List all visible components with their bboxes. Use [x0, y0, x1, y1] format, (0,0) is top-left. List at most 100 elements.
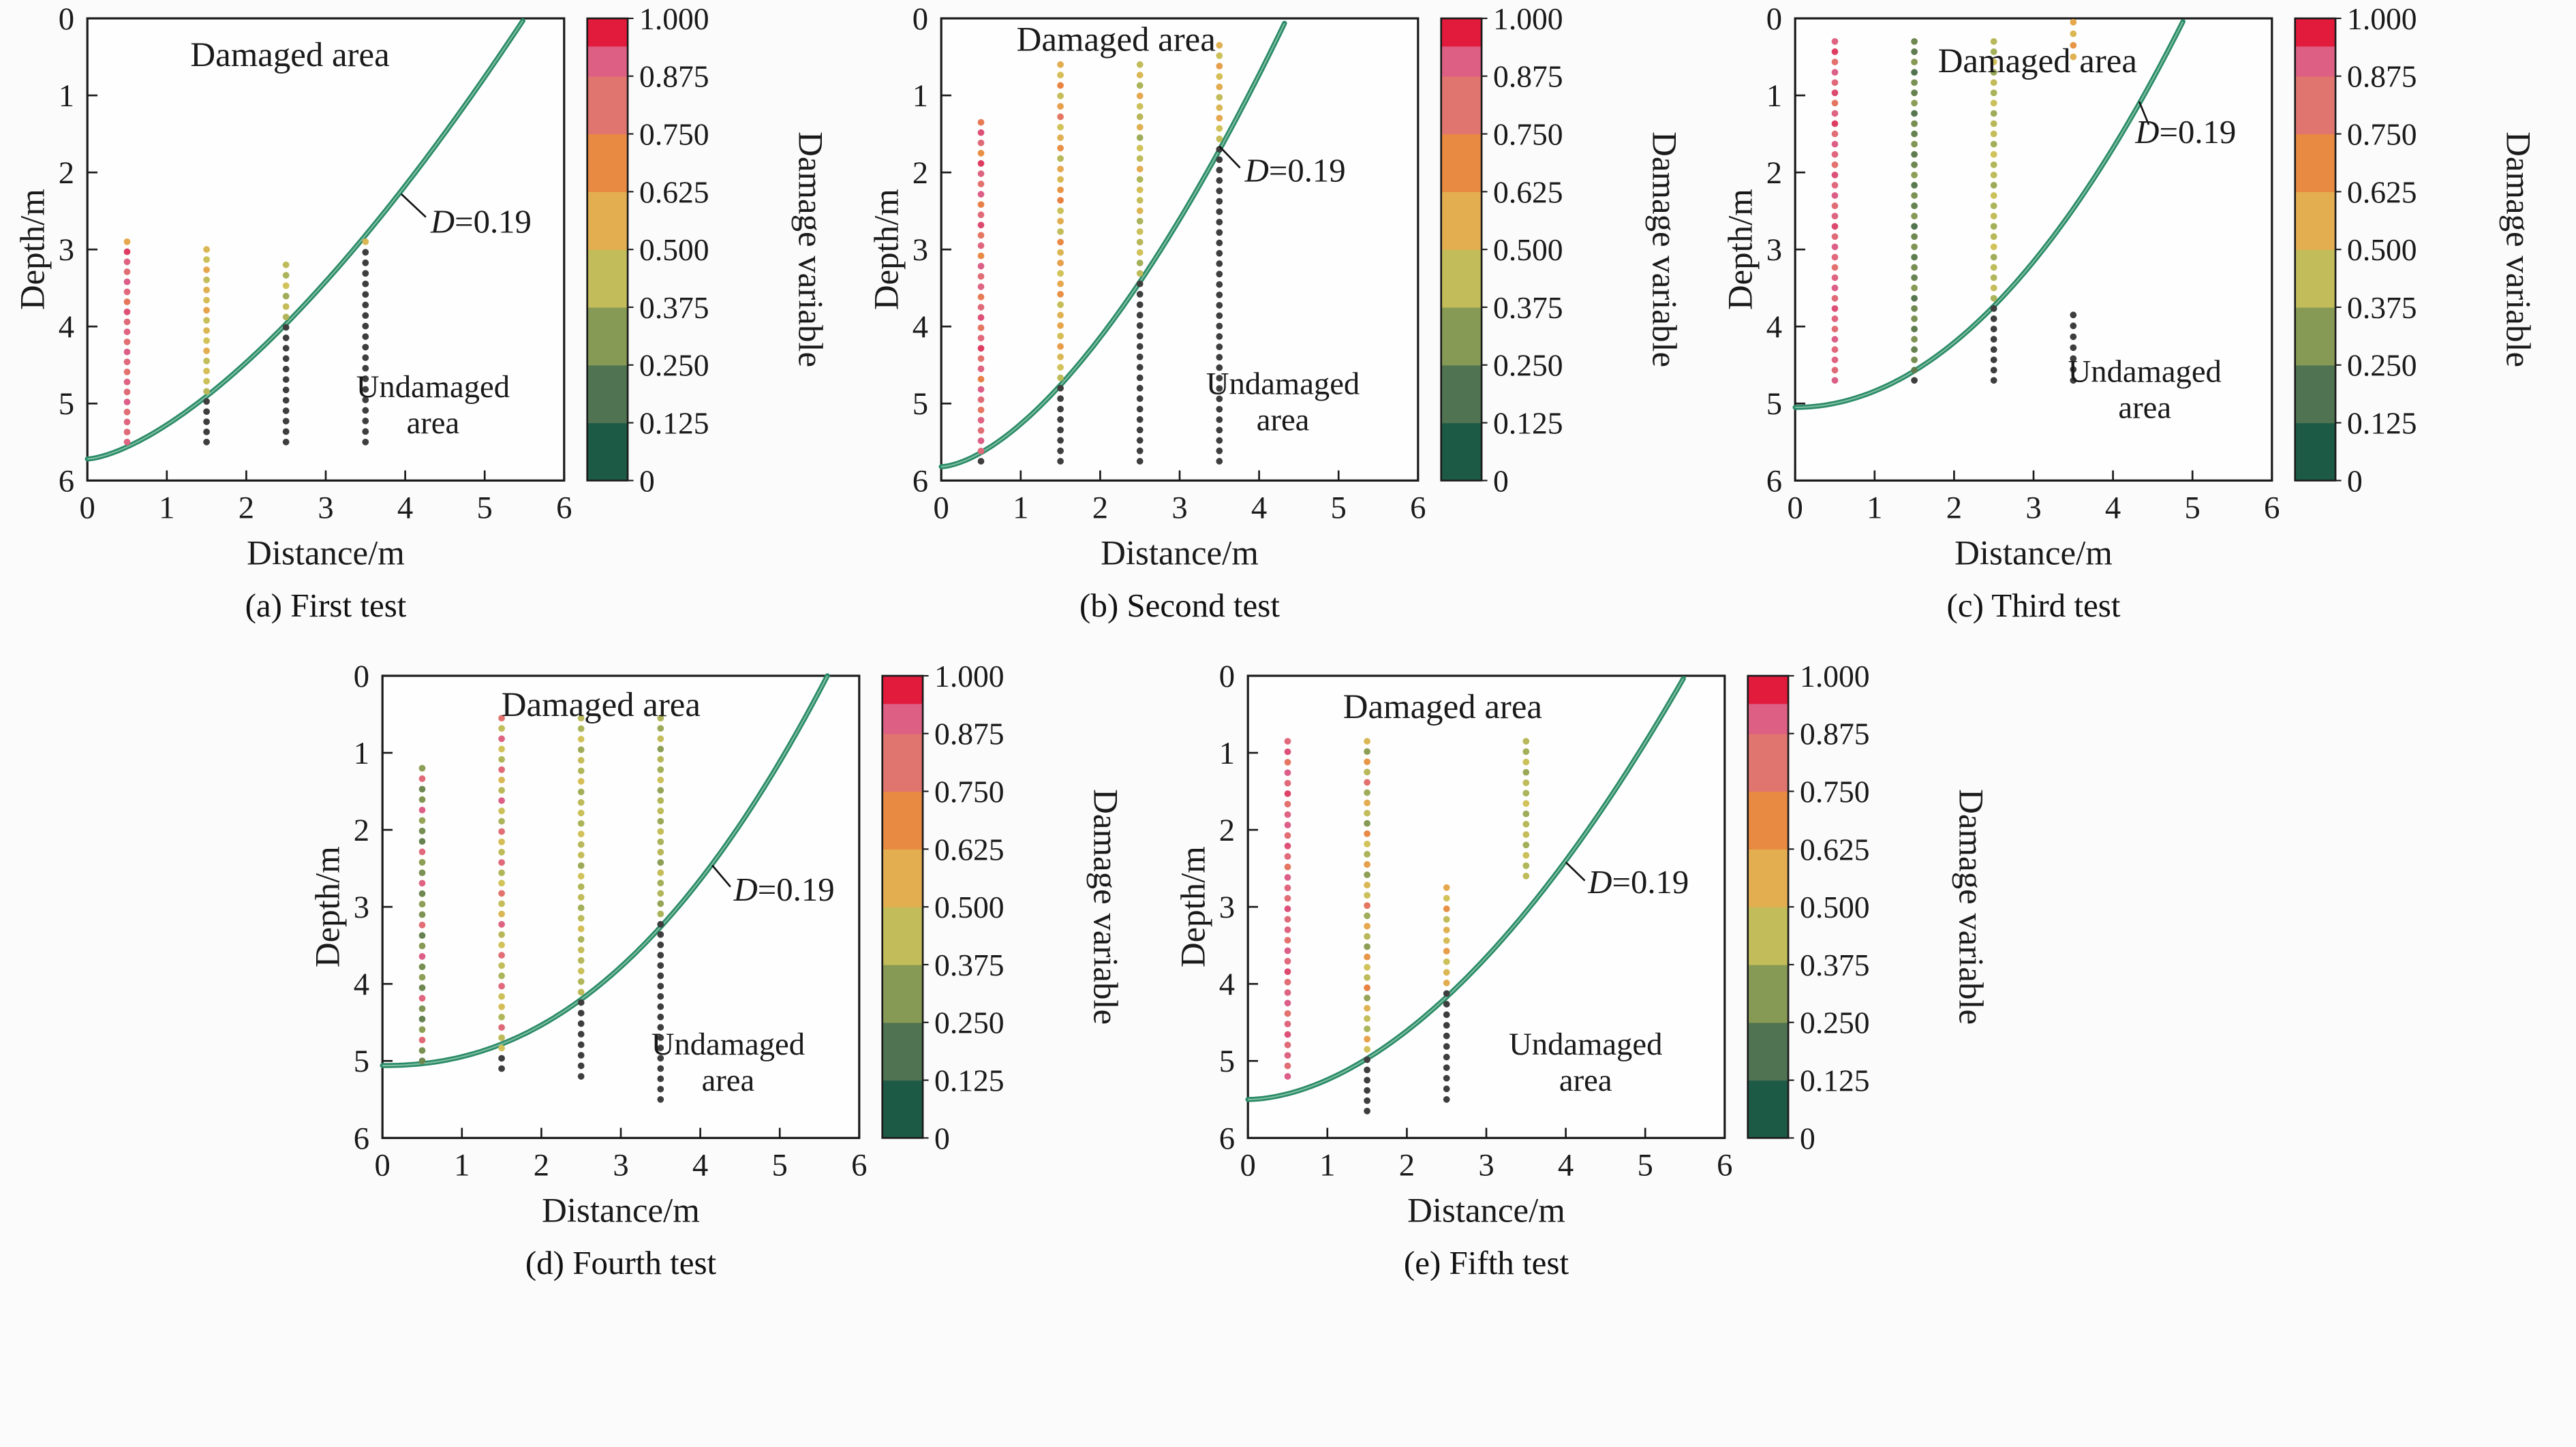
charts-row-top: 0 1 2 3 4 5 6 0 1 2 3 4 5 6 Distance/m Depth/m Damaged a… — [0, 0, 2576, 625]
y-tick-label: 2 — [1219, 813, 1235, 848]
data-points-column — [282, 261, 290, 446]
x-tick-label: 0 — [375, 1147, 390, 1183]
colorbar-tick-label: 0.625 — [934, 832, 1005, 867]
x-tick-label: 0 — [1240, 1147, 1256, 1183]
x-tick-label: 2 — [1946, 490, 1962, 525]
colorbar-tick-label: 0.250 — [934, 1006, 1005, 1040]
data-points-column — [2070, 311, 2077, 384]
y-tick-label: 6 — [59, 463, 74, 499]
x-tick-label: 1 — [454, 1147, 470, 1183]
data-points-column — [1831, 38, 1839, 384]
chart-fourth-test: 0 1 2 3 4 5 6 0 1 2 3 4 5 6 Distance/m Depth/m Damaged a… — [310, 664, 1148, 1282]
x-tick-label: 2 — [1399, 1147, 1415, 1183]
d-label-leader-line — [1565, 861, 1586, 882]
x-tick-label: 3 — [2025, 490, 2041, 525]
colorbar-tick-label: 1.000 — [934, 664, 1005, 694]
undamaged-area-label: Undamaged area — [2068, 354, 2222, 426]
d-label-leader-line — [1218, 145, 1241, 169]
colorbar-tick-label: 0.125 — [639, 405, 709, 440]
x-axis-ticks: 0 1 2 3 4 5 6 — [80, 470, 572, 525]
colorbar-tick-label: 0.125 — [1800, 1063, 1870, 1098]
chart-caption: (e) Fifth test — [1403, 1244, 1569, 1281]
d-value-label: D=0.19 — [430, 203, 532, 240]
y-tick-label: 2 — [913, 155, 928, 191]
colorbar-title: Damage variable — [1644, 131, 1683, 367]
y-tick-label: 3 — [913, 232, 928, 268]
x-tick-label: 3 — [1478, 1147, 1494, 1183]
x-tick-label: 2 — [1092, 490, 1108, 525]
chart-caption: (b) Second test — [1079, 587, 1280, 624]
x-tick-label: 0 — [934, 490, 949, 525]
x-tick-label: 4 — [692, 1147, 708, 1183]
x-tick-label: 6 — [1410, 490, 1426, 525]
damage-contour-curve-highlight — [1795, 21, 2184, 409]
colorbar-tick-label: 0.750 — [2347, 116, 2417, 151]
damage-contour-curve-highlight — [941, 22, 1285, 468]
charts-row-bottom: 0 1 2 3 4 5 6 0 1 2 3 4 5 6 Distance/m Depth/m Damaged a… — [0, 664, 2450, 1282]
colorbar-tick-label: 0 — [2347, 463, 2363, 498]
chart-caption: (d) Fourth test — [525, 1244, 717, 1281]
y-axis-ticks: 0 1 2 3 4 5 6 — [913, 7, 952, 499]
x-tick-label: 5 — [1638, 1147, 1653, 1183]
y-tick-label: 6 — [913, 463, 928, 499]
colorbar-tick-label: 1.000 — [1493, 7, 1563, 36]
damaged-area-label: Damaged area — [502, 686, 701, 724]
y-tick-label: 5 — [354, 1044, 369, 1079]
colorbar-tick-label: 0.625 — [639, 174, 709, 209]
x-tick-label: 1 — [1319, 1147, 1335, 1183]
data-points-column — [1911, 38, 1918, 384]
x-tick-label: 5 — [772, 1147, 788, 1183]
colorbar: 1.000 0.875 0.750 0.625 0.500 0.375 0.250 0.125… — [586, 7, 829, 498]
y-tick-label: 1 — [354, 736, 369, 771]
y-tick-label: 0 — [1219, 664, 1235, 694]
colorbar: 1.000 0.875 0.750 0.625 0.500 0.375 0.250 0.125… — [1440, 7, 1683, 498]
plot-frame — [940, 17, 1420, 482]
y-tick-label: 3 — [1219, 890, 1235, 925]
x-tick-label: 4 — [1558, 1147, 1574, 1183]
x-axis-ticks: 0 1 2 3 4 5 6 — [1240, 1127, 1732, 1183]
colorbar-tick-label: 0.500 — [934, 890, 1005, 924]
y-tick-label: 6 — [1219, 1121, 1235, 1156]
damage-contour-curve-highlight — [87, 20, 524, 460]
y-tick-label: 4 — [354, 967, 369, 1002]
colorbar-tick-label: 0.375 — [1800, 948, 1870, 982]
y-tick-label: 5 — [1219, 1044, 1235, 1079]
chart-caption: (a) First test — [245, 587, 407, 624]
chart-first-test: 0 1 2 3 4 5 6 0 1 2 3 4 5 6 Distance/m Depth/m Damaged a… — [15, 7, 853, 625]
y-tick-label: 5 — [1766, 386, 1782, 422]
x-tick-label: 2 — [239, 490, 254, 525]
figure-panel: 0 1 2 3 4 5 6 0 1 2 3 4 5 6 Distance/m Depth/m Damaged a… — [0, 0, 2576, 1282]
colorbar-tick-label: 0 — [1493, 463, 1509, 498]
colorbar-tick-label: 0.875 — [639, 59, 709, 94]
damaged-area-label: Damaged area — [1017, 20, 1216, 59]
y-axis-title: Depth/m — [1723, 189, 1760, 310]
colorbar-title: Damage variable — [1086, 789, 1124, 1025]
y-tick-label: 4 — [1219, 967, 1235, 1002]
x-tick-label: 0 — [80, 490, 95, 525]
data-points-column — [1284, 738, 1291, 1080]
data-points-column — [123, 238, 131, 446]
colorbar-tick-label: 0.875 — [1493, 59, 1563, 94]
colorbar-tick-label: 0.875 — [1800, 717, 1870, 751]
colorbar-tick-label: 0.125 — [1493, 405, 1563, 440]
colorbar-tick-label: 0.750 — [1800, 774, 1870, 809]
x-axis-ticks: 0 1 2 3 4 5 6 — [375, 1127, 867, 1183]
y-tick-label: 3 — [1766, 232, 1782, 268]
data-points-column — [1364, 738, 1370, 1115]
y-axis-title: Depth/m — [310, 846, 348, 967]
y-tick-label: 4 — [913, 309, 928, 345]
plot-frame — [1794, 17, 2273, 482]
colorbar-tick-label: 0 — [639, 463, 655, 498]
x-tick-label: 1 — [1867, 490, 1882, 525]
colorbar-tick-label: 1.000 — [639, 7, 709, 36]
colorbar-tick-label: 0.875 — [2347, 59, 2417, 94]
y-tick-label: 5 — [913, 386, 928, 422]
y-tick-label: 0 — [913, 7, 928, 37]
colorbar-tick-label: 0.750 — [1493, 116, 1563, 151]
y-tick-label: 0 — [1766, 7, 1782, 37]
